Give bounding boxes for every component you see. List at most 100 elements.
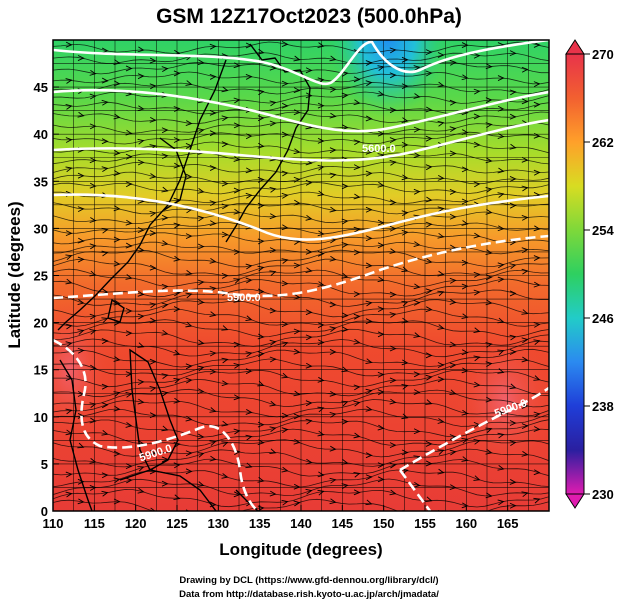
colorbar-tick-label: 254 [592,223,614,238]
streamline-arrow [293,500,301,507]
colorbar-tick-label: 270 [592,47,614,62]
streamline-arrow [401,141,409,148]
streamline-arrow [461,283,469,290]
streamline-arrow [65,471,73,478]
streamline-arrow [77,55,85,61]
streamline-arrow [197,128,205,134]
streamline-arrow [245,192,253,199]
streamline-arrow [113,356,121,362]
streamline-arrow [341,70,349,77]
streamline-arrow [353,99,361,106]
streamline-arrow [113,59,121,66]
streamline-arrow [209,258,217,264]
streamline-arrow [77,206,85,213]
y-tick-label: 40 [34,127,48,142]
streamline-arrow [461,367,469,374]
streamline-arrow [269,213,277,220]
streamline-arrow [437,120,445,127]
streamline-arrow [89,243,97,250]
streamline-arrow [533,411,541,418]
streamline-arrow [113,450,121,457]
streamline-arrow [293,148,301,155]
streamline-arrow [209,109,217,116]
streamline-arrow [317,137,325,144]
streamline-arrow [365,358,373,364]
streamline-arrow [149,385,157,392]
streamline-arrow [509,202,517,209]
x-tick-label: 110 [43,516,64,531]
streamline-arrow [245,462,253,469]
streamline-arrow [341,124,349,131]
streamline-arrow [65,41,73,48]
streamline-arrow [161,302,169,309]
streamline-arrow [293,413,301,420]
streamline-arrow [341,92,349,99]
streamline-arrow [497,192,505,198]
streamline-arrow [137,138,145,145]
streamline-arrow [461,259,469,266]
streamline-arrow [101,430,109,436]
streamline-arrow [209,455,217,462]
streamline-arrow [137,466,145,472]
streamline-arrow [365,262,373,269]
streamline-arrow [353,384,361,391]
streamline-arrow [149,302,157,309]
x-tick-label: 130 [207,516,229,531]
streamline-arrow [125,219,133,226]
streamline-arrow [233,362,241,369]
streamline-arrow [449,389,457,396]
streamline-arrow [425,221,433,228]
streamline-arrow [281,170,289,177]
streamline-arrow [161,329,169,336]
streamline-arrow [317,471,325,478]
streamline-arrow [389,107,397,114]
streamline-arrow [533,225,541,232]
streamline-arrow [449,277,457,284]
streamline-arrow [401,359,409,366]
streamline-arrow [269,270,277,276]
streamline-arrow [161,240,169,246]
streamline-arrow [329,86,337,93]
streamline-arrow [221,86,229,93]
streamline-arrow [89,157,97,164]
streamline-arrow [161,283,169,290]
streamline-arrow [125,65,133,72]
streamline-arrow [473,475,481,481]
streamline-arrow [149,507,157,511]
coastline-taiwan [107,298,125,323]
streamline-arrow [341,242,349,248]
streamline-arrow [509,290,517,297]
streamline-arrow [341,366,349,373]
streamline-arrow [329,326,337,332]
streamline-arrow [197,243,205,250]
streamline-arrow [413,65,421,71]
streamline-arrow [449,434,457,440]
streamline-arrow [317,322,325,329]
streamline-arrow [473,271,481,278]
streamline-arrow [173,137,181,143]
streamline-arrow [341,312,349,319]
streamline-arrow [317,406,325,413]
streamline-arrow [269,490,277,497]
streamline-arrow [353,76,361,83]
streamline-arrow [137,290,145,297]
streamline-arrow [533,42,541,48]
colorbar-tick-label: 238 [592,399,614,414]
y-tick-label: 25 [34,269,48,284]
streamline-arrow [353,291,361,298]
streamline-arrow [221,357,229,364]
contour-line [53,118,549,162]
colorbar-top-arrow [565,39,585,55]
streamline-arrow [401,56,409,63]
streamline-arrow [101,227,109,234]
streamline-arrow [173,377,181,384]
streamline-arrow [233,428,241,435]
streamline-arrow [461,198,469,205]
streamline-arrow [173,494,181,501]
streamline-arrow [137,398,145,405]
streamline-arrow [449,189,457,195]
streamline-arrow [221,441,229,447]
x-tick-label: 155 [414,516,436,531]
x-axis-label: Longitude (degrees) [219,540,382,559]
streamline-arrow [473,141,481,148]
